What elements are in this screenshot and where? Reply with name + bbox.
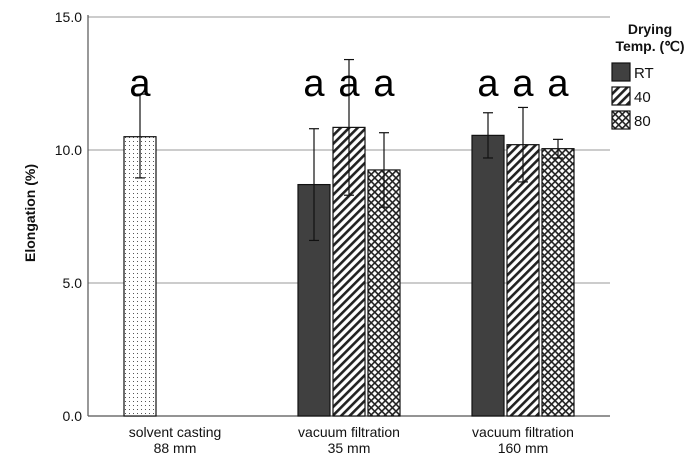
- bar: [297, 183, 331, 417]
- category-label-line2: 88 mm: [154, 440, 197, 456]
- legend-swatch: [611, 62, 631, 82]
- legend-swatch: [611, 86, 631, 106]
- category-label-line2: 160 mm: [498, 440, 549, 456]
- significance-label: a: [338, 63, 360, 105]
- error-bars: [135, 58, 563, 242]
- bar: [471, 134, 505, 417]
- y-tick-label: 5.0: [63, 275, 83, 291]
- bar: [506, 144, 540, 417]
- category-label-line1: vacuum filtration: [298, 424, 400, 440]
- legend-label: RT: [634, 65, 654, 82]
- bar: [123, 136, 157, 417]
- significance-label: a: [373, 63, 395, 105]
- bars: [123, 126, 575, 417]
- category-label-line1: solvent casting: [129, 424, 222, 440]
- significance-label: a: [129, 63, 151, 105]
- legend-label: 40: [634, 89, 651, 106]
- legend: Drying Temp. (℃) RT 40 80: [611, 21, 685, 130]
- legend-title-line1: Drying: [628, 21, 672, 37]
- significance-label: a: [303, 63, 325, 105]
- legend-swatch: [611, 110, 631, 130]
- category-label-line1: vacuum filtration: [472, 424, 574, 440]
- y-axis-title: Elongation (%): [22, 164, 38, 262]
- y-tick-label: 10.0: [55, 142, 82, 158]
- legend-label: 80: [634, 113, 651, 130]
- legend-title-line2: Temp. (℃): [615, 38, 684, 54]
- y-tick-label: 15.0: [55, 9, 82, 25]
- bar: [541, 148, 575, 417]
- significance-label: a: [547, 63, 569, 105]
- y-tick-label: 0.0: [63, 408, 83, 424]
- significance-label: a: [477, 63, 499, 105]
- category-label-line2: 35 mm: [328, 440, 371, 456]
- y-tick-labels: 0.0 5.0 10.0 15.0: [55, 9, 82, 424]
- significance-label: a: [512, 63, 534, 105]
